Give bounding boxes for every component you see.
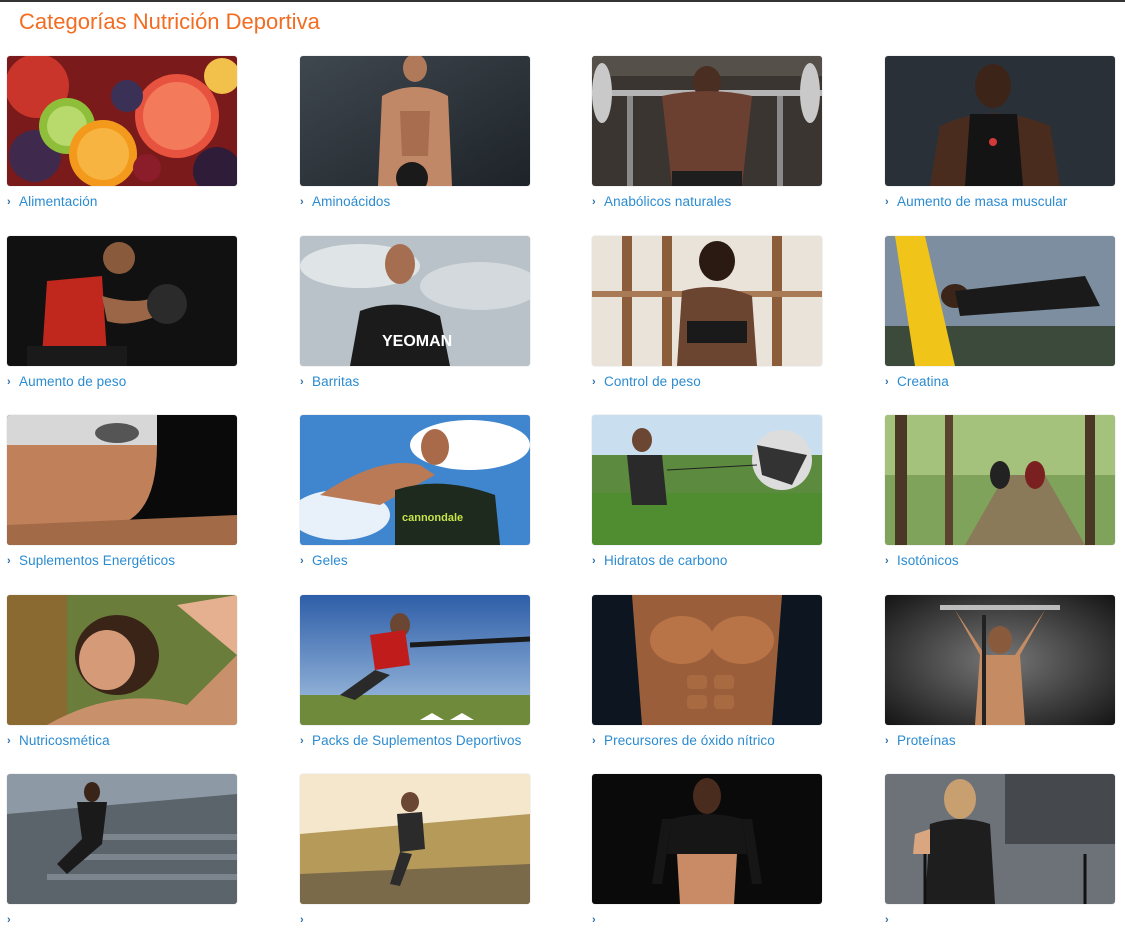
category-link[interactable]: › Anabólicos naturales xyxy=(592,194,732,209)
chevron-right-icon: › xyxy=(7,376,11,388)
category-card-aumento-peso[interactable]: › Aumento de peso xyxy=(7,236,239,406)
category-image-athlete[interactable] xyxy=(300,56,530,186)
category-link[interactable]: › Nutricosmética xyxy=(7,733,110,748)
category-image-fitness-woman[interactable] xyxy=(592,774,822,904)
category-link[interactable]: › xyxy=(592,912,604,927)
chevron-right-icon: › xyxy=(885,735,889,747)
category-link[interactable]: › Aumento de masa muscular xyxy=(885,194,1068,209)
category-link[interactable]: › Barritas xyxy=(300,374,360,389)
chevron-right-icon: › xyxy=(885,555,889,567)
chevron-right-icon: › xyxy=(7,196,11,208)
chevron-right-icon: › xyxy=(300,735,304,747)
category-image-barbell[interactable] xyxy=(592,56,822,186)
category-link[interactable]: › Geles xyxy=(300,553,348,568)
category-image-stairs-runner[interactable] xyxy=(7,774,237,904)
category-image-woman-boxing[interactable] xyxy=(592,236,822,366)
category-image-triathlete[interactable]: YEOMAN xyxy=(300,236,530,366)
chevron-right-icon: › xyxy=(7,555,11,567)
category-image-dumbbell[interactable] xyxy=(7,236,237,366)
category-link[interactable]: › Alimentación xyxy=(7,194,98,209)
top-border xyxy=(0,0,1125,2)
category-card-masa-muscular[interactable]: › Aumento de masa muscular xyxy=(885,56,1117,226)
svg-text:YEOMAN: YEOMAN xyxy=(382,333,452,350)
chevron-right-icon: › xyxy=(592,735,596,747)
chevron-right-icon: › xyxy=(7,914,11,926)
category-card-energeticos[interactable]: › Suplementos Energéticos xyxy=(7,415,239,585)
category-card-oxido-nitrico[interactable]: › Precursores de óxido nítrico xyxy=(592,595,824,765)
category-link[interactable]: › Suplementos Energéticos xyxy=(7,553,176,568)
category-image-parachute-sprint[interactable] xyxy=(592,415,822,545)
category-link[interactable]: › xyxy=(300,912,312,927)
category-card-control-peso[interactable]: › Control de peso xyxy=(592,236,824,406)
category-link[interactable]: › Isotónicos xyxy=(885,553,959,568)
category-card-nutricosmetica[interactable]: › Nutricosmética xyxy=(7,595,239,765)
chevron-right-icon: › xyxy=(300,376,304,388)
category-image-band-training-woman[interactable] xyxy=(885,774,1115,904)
category-card-anabolicos[interactable]: › Anabólicos naturales xyxy=(592,56,824,226)
category-image-mountain-bikers[interactable] xyxy=(885,415,1115,545)
category-card-stairs[interactable]: › xyxy=(7,774,239,944)
category-link[interactable]: › Aminoácidos xyxy=(300,194,391,209)
chevron-right-icon: › xyxy=(300,555,304,567)
category-card-trail[interactable]: › xyxy=(300,774,532,944)
chevron-right-icon: › xyxy=(885,196,889,208)
chevron-right-icon: › xyxy=(885,376,889,388)
category-link[interactable]: › Hidratos de carbono xyxy=(592,553,728,568)
category-card-fitness-woman[interactable]: › xyxy=(592,774,824,944)
chevron-right-icon: › xyxy=(592,376,596,388)
category-image-tackling[interactable] xyxy=(885,236,1115,366)
category-image-cyclist-drinking[interactable]: cannondale xyxy=(300,415,530,545)
category-card-proteinas[interactable]: › Proteínas xyxy=(885,595,1117,765)
chevron-right-icon: › xyxy=(7,735,11,747)
category-link[interactable]: › xyxy=(885,912,897,927)
chevron-right-icon: › xyxy=(592,555,596,567)
chevron-right-icon: › xyxy=(885,914,889,926)
category-image-trail-runner[interactable] xyxy=(300,774,530,904)
category-card-packs[interactable]: › Packs de Suplementos Deportivos xyxy=(300,595,532,765)
chevron-right-icon: › xyxy=(592,196,596,208)
chevron-right-icon: › xyxy=(300,196,304,208)
chevron-right-icon: › xyxy=(592,914,596,926)
category-grid: › Alimentación › Aminoácidos xyxy=(7,56,1117,926)
category-image-fruit[interactable] xyxy=(7,56,237,186)
category-link[interactable]: › Proteínas xyxy=(885,733,956,748)
category-card-isotonicos[interactable]: › Isotónicos xyxy=(885,415,1117,585)
category-card-hidratos[interactable]: › Hidratos de carbono xyxy=(592,415,824,585)
category-link[interactable]: › Aumento de peso xyxy=(7,374,127,389)
category-image-pullup[interactable] xyxy=(885,595,1115,725)
svg-text:cannondale: cannondale xyxy=(402,512,463,524)
chevron-right-icon: › xyxy=(300,914,304,926)
page-title: Categorías Nutrición Deportiva xyxy=(19,9,320,34)
category-link[interactable]: › Creatina xyxy=(885,374,949,389)
category-link[interactable]: › xyxy=(7,912,19,927)
category-link[interactable]: › Packs de Suplementos Deportivos xyxy=(300,733,522,748)
category-link[interactable]: › Control de peso xyxy=(592,374,701,389)
category-card-creatina[interactable]: › Creatina xyxy=(885,236,1117,406)
category-image-torso[interactable] xyxy=(592,595,822,725)
category-link[interactable]: › Precursores de óxido nítrico xyxy=(592,733,775,748)
category-card-geles[interactable]: cannondale › Geles xyxy=(300,415,532,585)
category-image-swimmer[interactable] xyxy=(7,415,237,545)
category-image-band-sprint[interactable] xyxy=(300,595,530,725)
category-card-alimentacion[interactable]: › Alimentación xyxy=(7,56,239,226)
category-card-aminoacidos[interactable]: › Aminoácidos xyxy=(300,56,532,226)
category-image-muscular-man[interactable] xyxy=(885,56,1115,186)
category-image-smiling-woman[interactable] xyxy=(7,595,237,725)
category-card-band-woman[interactable]: › xyxy=(885,774,1117,944)
category-card-barritas[interactable]: YEOMAN › Barritas xyxy=(300,236,532,406)
